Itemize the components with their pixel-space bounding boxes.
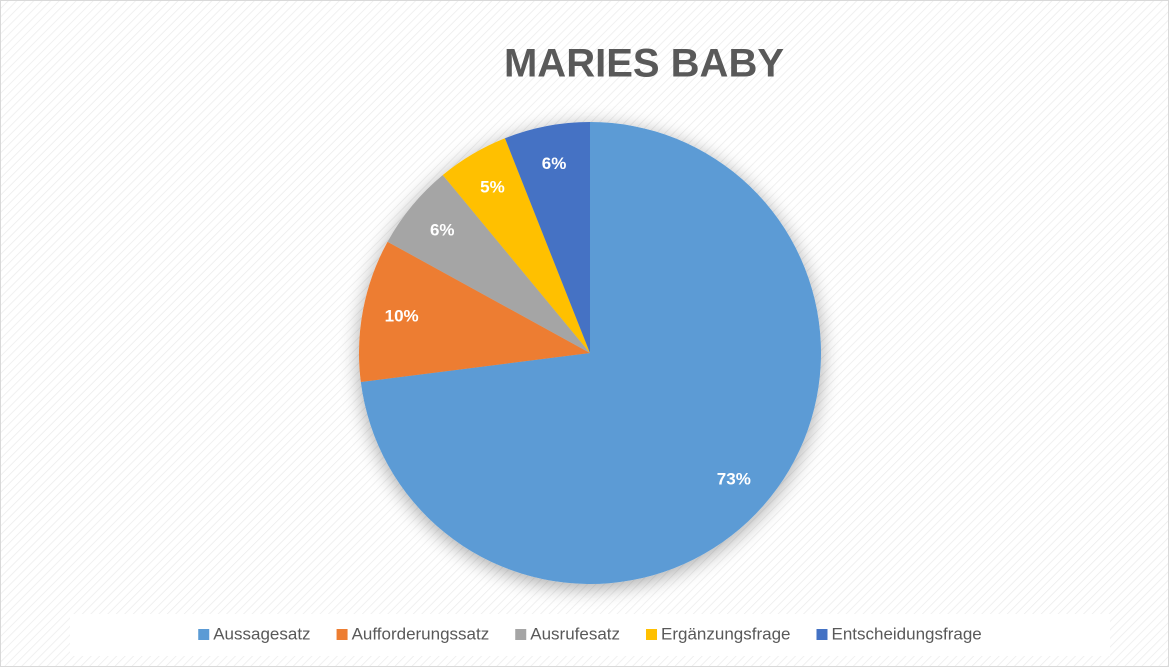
legend-label: Ausrufesatz	[530, 624, 620, 643]
pie-slice	[359, 241, 590, 382]
data-label: 5%	[480, 177, 505, 196]
data-label: 10%	[385, 307, 419, 326]
legend-swatch	[336, 629, 348, 640]
pie-slice	[360, 122, 822, 584]
legend-label: Ergänzungsfrage	[661, 624, 790, 643]
pie-slice	[442, 138, 590, 353]
data-label: 6%	[542, 154, 567, 173]
legend-swatch	[646, 629, 658, 640]
chart-title: MARIES BABY	[504, 42, 784, 86]
legend-swatch	[816, 629, 828, 640]
data-label: 6%	[430, 220, 455, 239]
legend-swatch	[515, 629, 527, 640]
pie-slice	[387, 175, 590, 353]
legend-box	[70, 614, 1110, 656]
pie	[359, 122, 822, 584]
legend-label: Aussagesatz	[213, 624, 310, 643]
legend-swatch	[198, 629, 210, 640]
legend-label: Entscheidungsfrage	[831, 624, 981, 643]
data-label: 73%	[717, 469, 751, 488]
pie-slice	[504, 122, 590, 353]
legend-label: Aufforderungssatz	[352, 624, 490, 643]
